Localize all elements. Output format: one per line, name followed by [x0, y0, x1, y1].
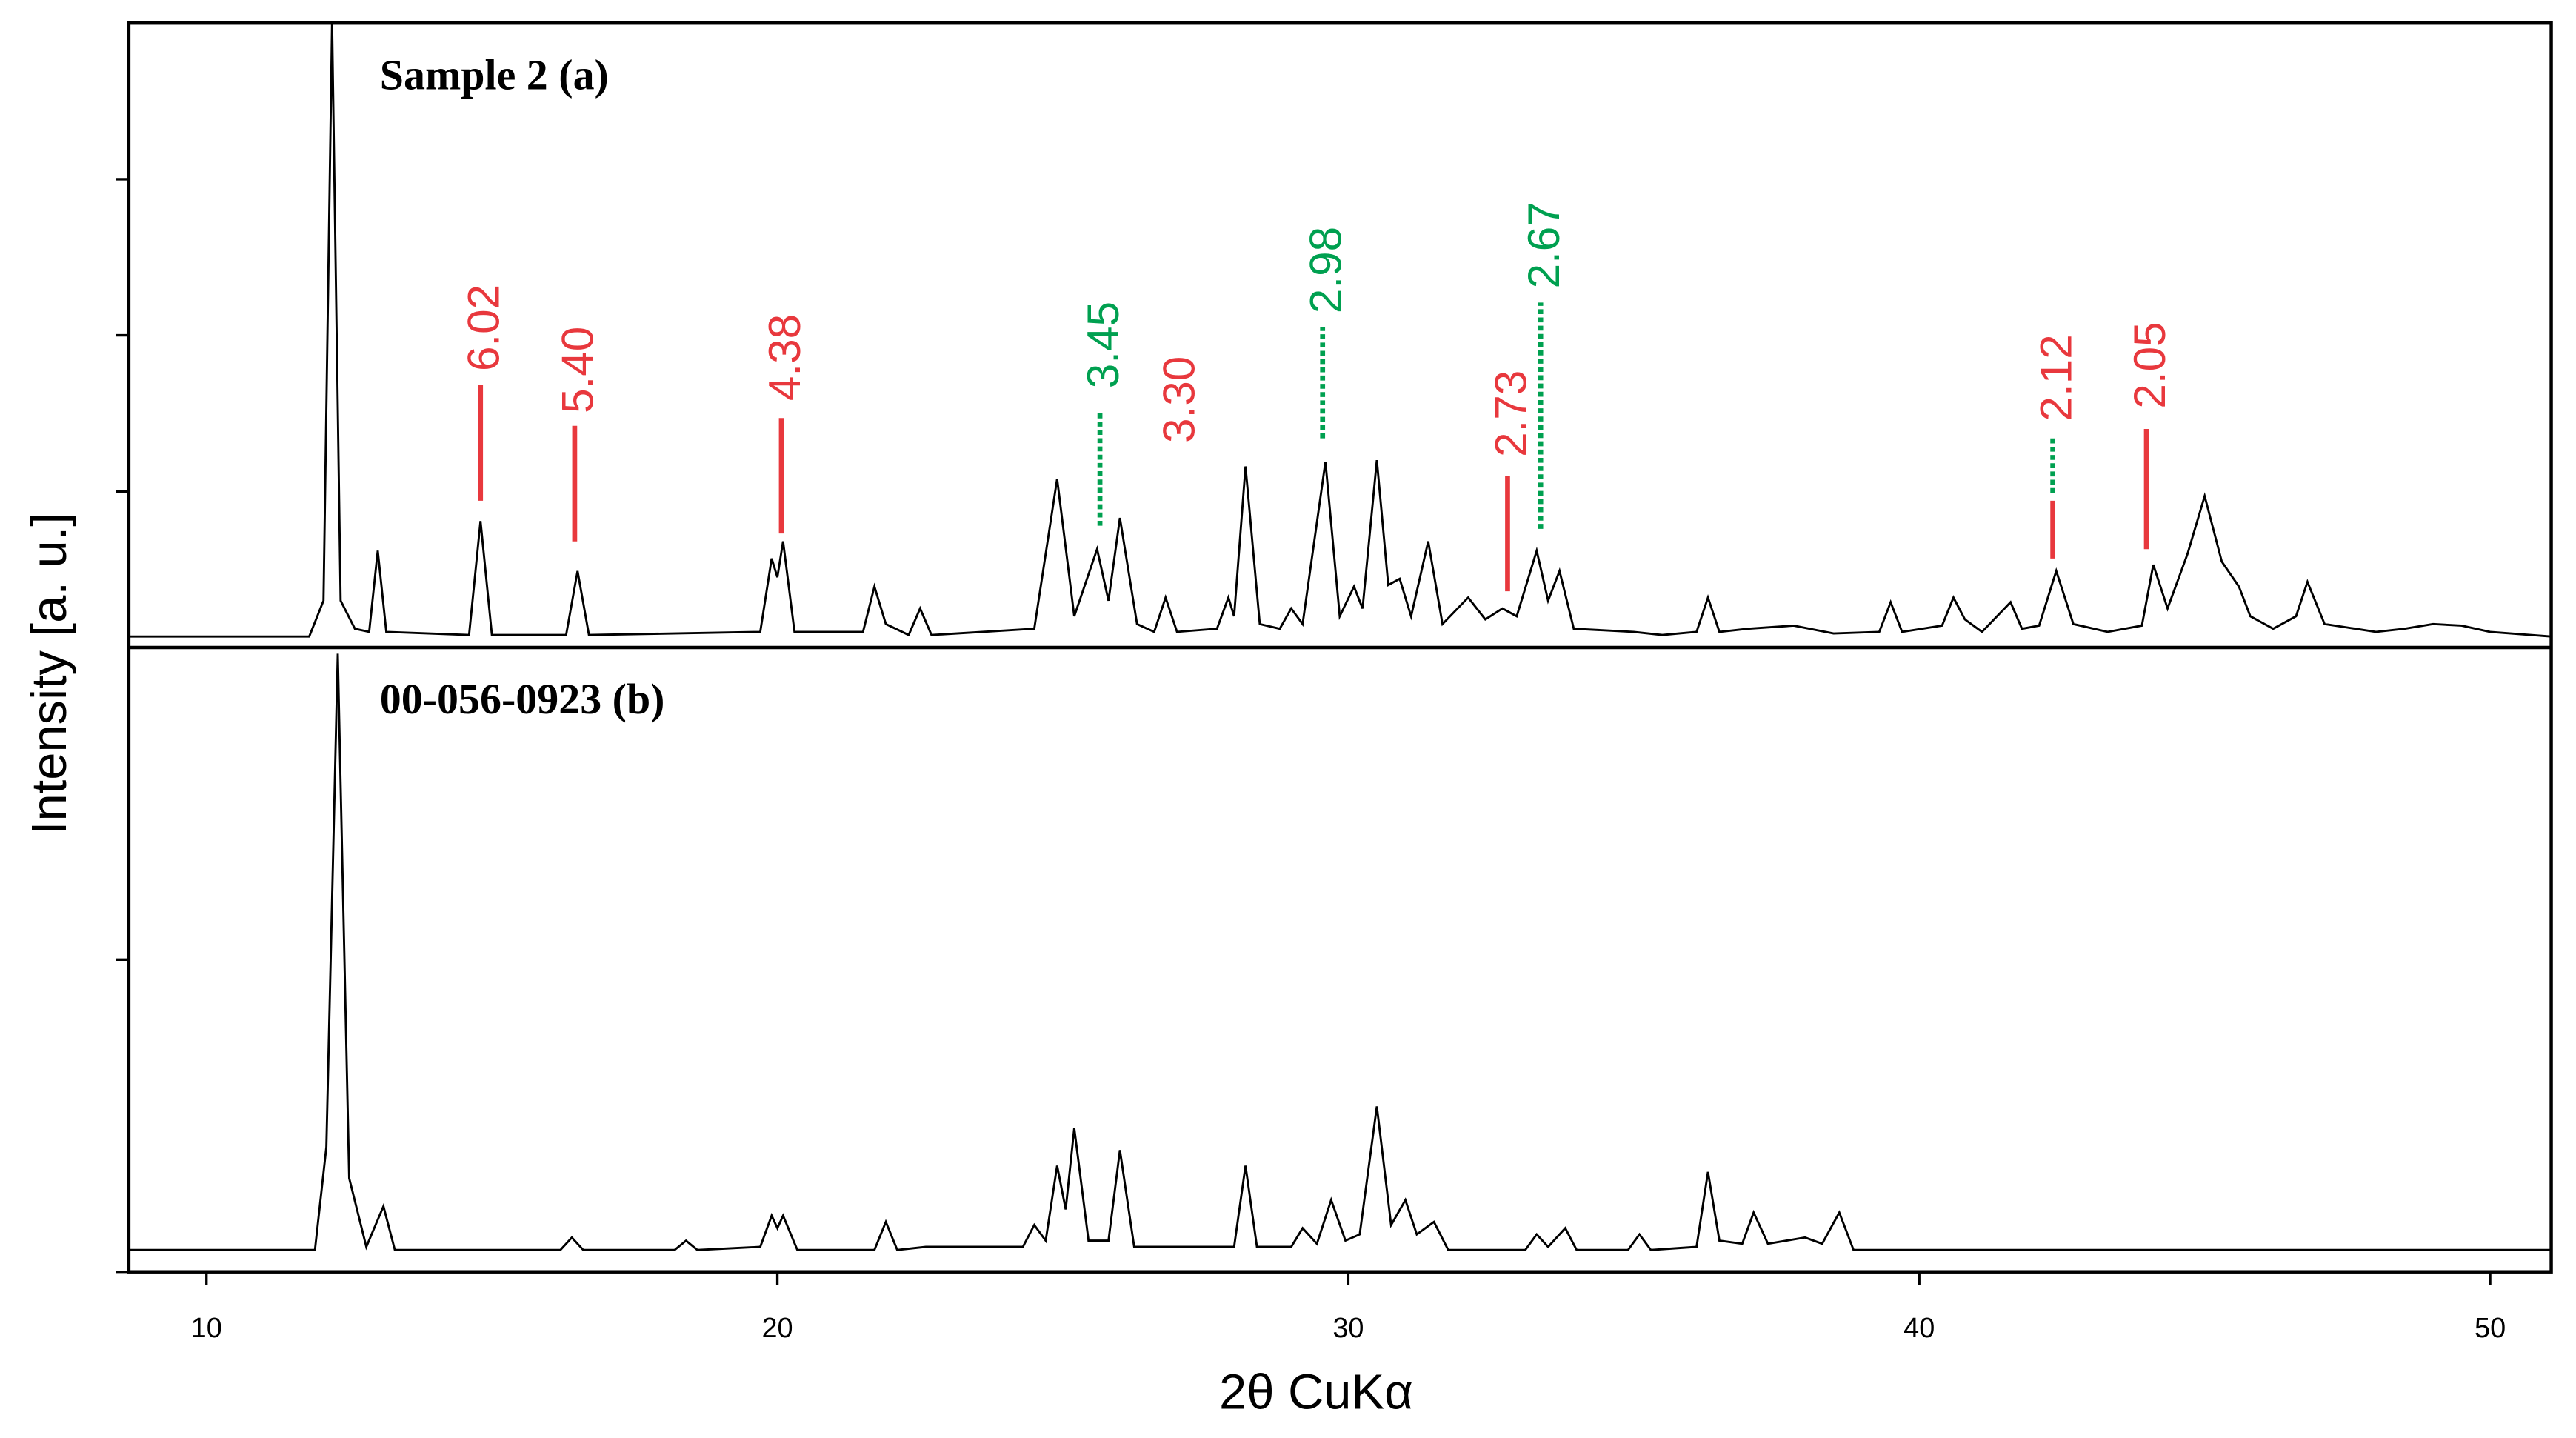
d-spacing-label: 6.02	[459, 284, 509, 371]
d-spacing-label: 2.73	[1486, 370, 1535, 457]
d-spacing-label: 3.45	[1078, 302, 1128, 388]
d-spacing-label: 2.98	[1301, 227, 1351, 313]
d-spacing-label: 4.38	[760, 314, 810, 401]
y-axis-label: Intensity [a. u.]	[21, 513, 77, 835]
pattern-line	[128, 653, 2552, 1251]
d-spacing-label: 5.40	[553, 327, 603, 413]
panel-title: 00-056-0923 (b)	[380, 675, 665, 723]
x-tick-label: 50	[2475, 1313, 2506, 1344]
d-spacing-label: 2.12	[2031, 334, 2081, 421]
x-tick-label: 30	[1332, 1313, 1364, 1344]
x-tick-label: 10	[191, 1313, 222, 1344]
x-tick-label: 40	[1903, 1313, 1935, 1344]
x-tick-label: 20	[761, 1313, 793, 1344]
d-spacing-label: 2.05	[2125, 322, 2175, 408]
pattern-line	[128, 23, 2552, 638]
panel-title: Sample 2 (a)	[380, 50, 609, 99]
d-spacing-label: 3.30	[1154, 356, 1204, 443]
d-spacing-label: 2.67	[1519, 202, 1569, 288]
x-axis-label: 2θ CuKα	[1219, 1365, 1413, 1420]
